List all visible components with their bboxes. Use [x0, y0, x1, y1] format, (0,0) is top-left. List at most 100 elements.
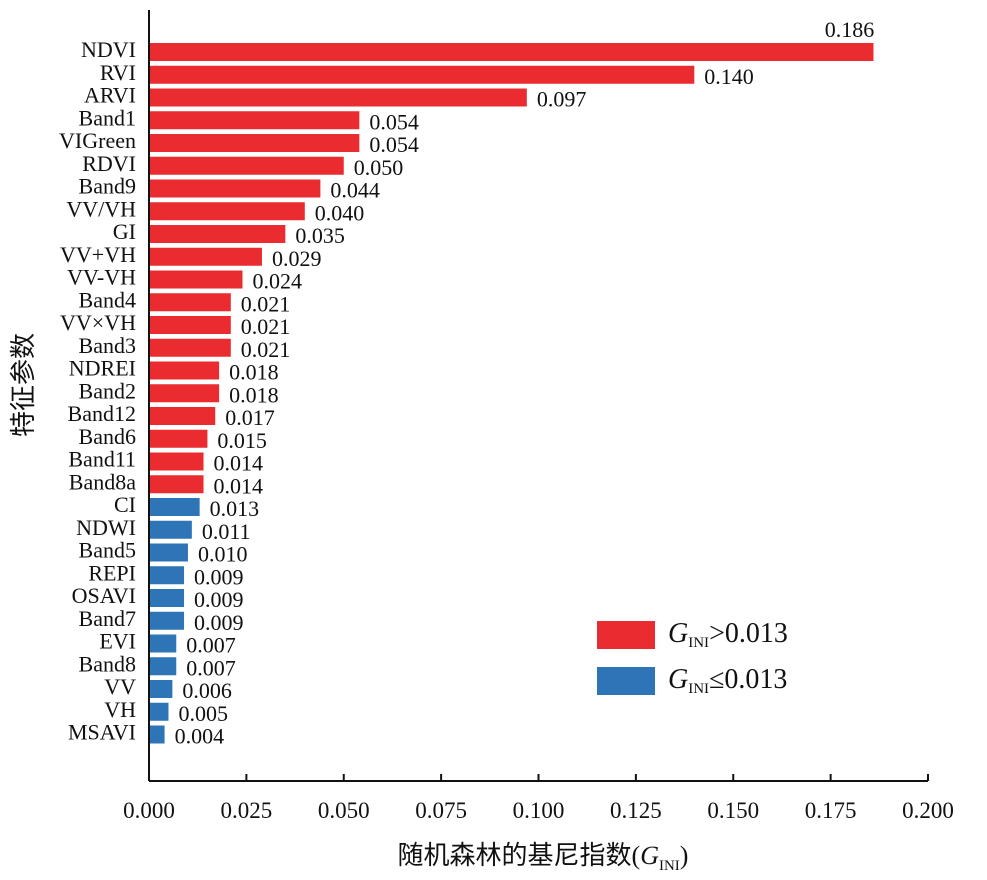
x-tick-label: 0.125	[610, 798, 662, 823]
value-label: 0.021	[241, 291, 290, 316]
category-label: RVI	[100, 60, 136, 85]
x-tick-label: 0.150	[707, 798, 759, 823]
category-label: NDREI	[69, 356, 136, 381]
value-label: 0.010	[198, 542, 248, 567]
legend-label: GINI≤0.013	[668, 664, 787, 697]
value-label: 0.024	[252, 269, 301, 294]
category-label: Band11	[68, 447, 136, 472]
category-label: OSAVI	[72, 583, 136, 608]
category-label: Band8	[79, 651, 136, 676]
value-label: 0.011	[202, 519, 251, 544]
bar-band5	[150, 543, 188, 562]
bar-band12	[150, 407, 216, 425]
legend-text: ≤0.013	[709, 664, 787, 695]
x-axis-label-prefix: 随机森林的基尼指数(	[398, 841, 641, 870]
value-label: 0.007	[186, 633, 236, 658]
category-label: NDWI	[76, 515, 136, 540]
x-ticks: 0.000 0.025 0.050 0.075 0.100 0.125 0.150 0.175…	[123, 774, 954, 823]
value-label: 0.009	[194, 564, 244, 589]
value-label: 0.097	[537, 87, 587, 112]
x-tick-label: 0.000	[123, 798, 175, 823]
value-label: 0.005	[178, 701, 228, 726]
bar-gi	[150, 225, 286, 243]
category-label: Band9	[79, 174, 136, 199]
category-label: Band2	[79, 378, 136, 403]
bar-msavi	[150, 725, 165, 744]
bar-osavi	[150, 589, 185, 607]
bar-band7	[150, 611, 185, 630]
value-label: 0.035	[295, 223, 345, 248]
value-label: 0.050	[354, 155, 404, 180]
value-label: 0.186	[825, 17, 875, 42]
x-tick-label: 0.175	[805, 798, 857, 823]
value-label: 0.004	[175, 724, 225, 749]
x-axis-label-subscript: INI	[659, 858, 680, 874]
bar-evi	[150, 634, 177, 653]
legend-subscript: INI	[688, 681, 709, 697]
value-label: 0.015	[217, 428, 266, 453]
bar-vv-vh	[150, 316, 231, 334]
category-label: Band4	[79, 287, 136, 312]
value-label: 0.140	[704, 64, 754, 89]
value-label: 0.044	[330, 178, 380, 203]
category-label: Band7	[79, 606, 136, 631]
value-label: 0.009	[194, 610, 244, 635]
bar-arvi	[150, 88, 527, 107]
category-label: Band5	[79, 538, 136, 563]
bars-layer: NDVI 0.186 RVI 0.140 ARVI 0.097 Band1 0.054 VIGr…	[59, 17, 874, 749]
value-label: 0.040	[315, 200, 365, 225]
bar-band4	[150, 293, 231, 312]
legend-subscript: INI	[688, 635, 709, 651]
category-label: VH	[104, 697, 136, 722]
x-tick-label: 0.025	[221, 798, 273, 823]
value-label: 0.018	[229, 360, 278, 385]
bar-ci	[150, 498, 200, 516]
category-label: VV×VH	[60, 310, 136, 335]
legend-text: >0.013	[709, 618, 788, 649]
x-tick-label: 0.075	[415, 798, 467, 823]
y-axis-label: 特征参数	[9, 333, 38, 437]
value-label: 0.009	[194, 587, 244, 612]
category-label: EVI	[99, 629, 136, 654]
legend-label: GINI>0.013	[668, 618, 788, 651]
bar-vv-vh	[150, 270, 243, 289]
category-label: NDVI	[81, 37, 136, 62]
bar-rvi	[150, 65, 695, 84]
bar-band2	[150, 384, 220, 403]
value-label: 0.013	[210, 496, 260, 521]
category-label: Band3	[79, 333, 136, 358]
bar-vv-vh	[150, 247, 262, 266]
category-label: VIGreen	[59, 128, 136, 153]
bar-vv-vh	[150, 202, 305, 221]
x-axis-label: 随机森林的基尼指数(GINI)	[398, 841, 689, 874]
bar-vigreen	[150, 134, 360, 152]
bar-vv	[150, 680, 173, 698]
value-label: 0.054	[369, 109, 419, 134]
legend-symbol: G	[668, 664, 688, 695]
category-label: Band12	[68, 401, 136, 426]
legend-swatch-low	[597, 667, 655, 695]
bar-rdvi	[150, 156, 344, 175]
value-label: 0.054	[369, 132, 419, 157]
bar-band9	[150, 179, 321, 198]
value-label: 0.014	[214, 451, 264, 476]
bar-band11	[150, 452, 204, 471]
bar-vh	[150, 702, 169, 721]
category-label: Band1	[79, 105, 136, 130]
legend-swatch-high	[597, 621, 655, 649]
value-label: 0.021	[241, 314, 290, 339]
bar-band1	[150, 111, 360, 130]
x-tick-label: 0.100	[513, 798, 565, 823]
category-label: RDVI	[82, 151, 136, 176]
value-label: 0.014	[214, 473, 264, 498]
category-label: VV-VH	[67, 265, 136, 290]
category-label: VV	[104, 674, 136, 699]
category-label: Band6	[79, 424, 136, 449]
category-label: VV+VH	[60, 242, 136, 267]
value-label: 0.018	[229, 382, 278, 407]
legend-symbol: G	[668, 618, 688, 649]
category-label: MSAVI	[68, 720, 136, 745]
category-label: Band8a	[69, 469, 136, 494]
